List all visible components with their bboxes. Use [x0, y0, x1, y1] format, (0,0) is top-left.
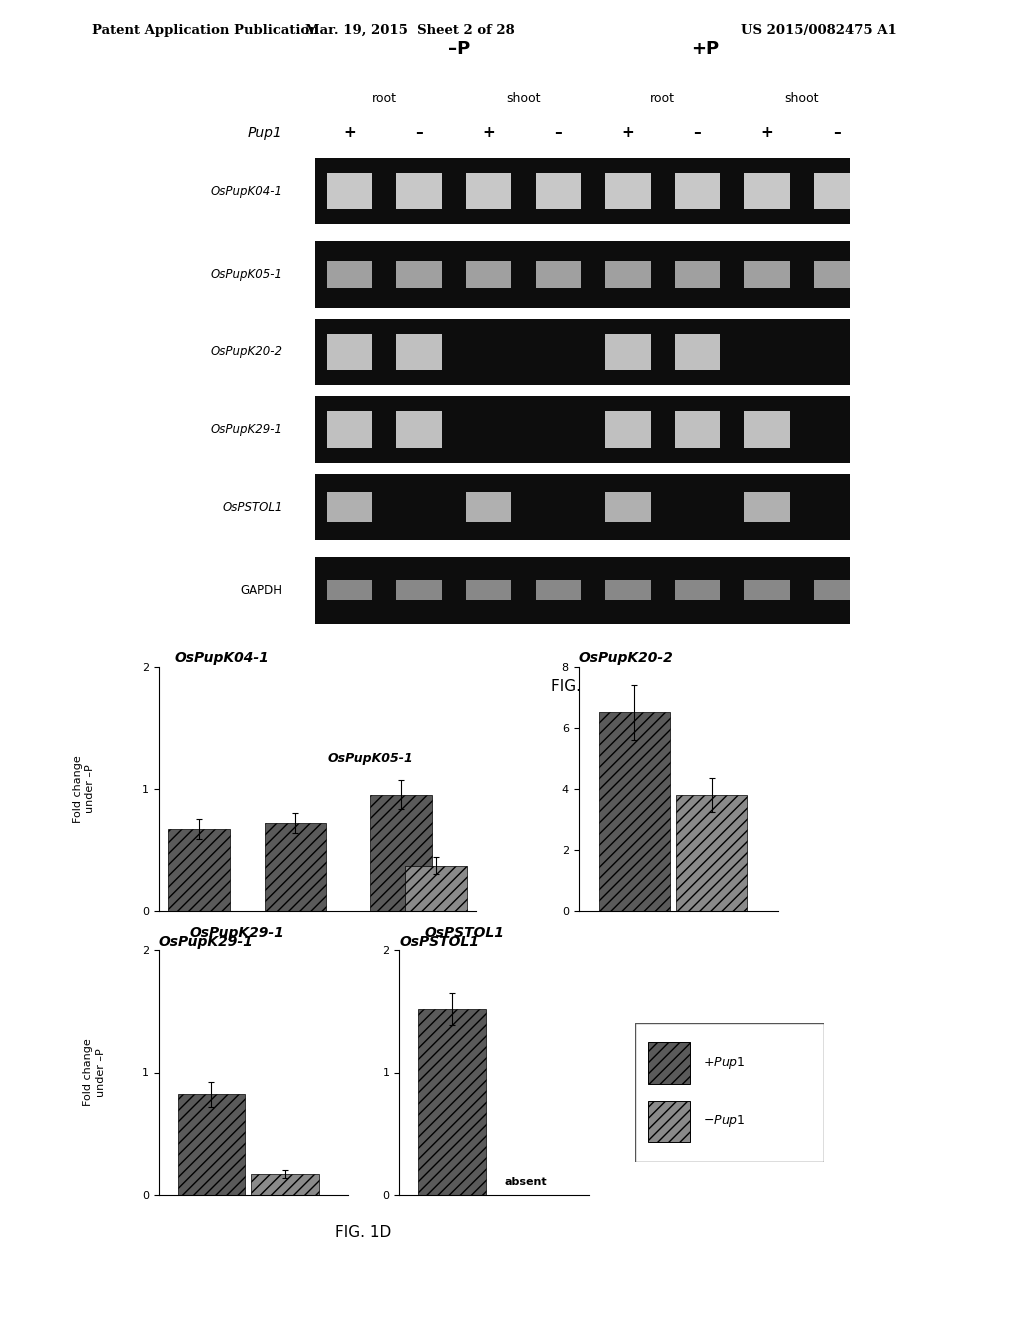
Bar [251, 1173, 318, 1195]
Bar [605, 412, 650, 447]
Bar [396, 173, 442, 210]
Bar [675, 261, 720, 288]
Bar [419, 1008, 485, 1195]
Text: –: – [693, 125, 701, 140]
Y-axis label: Fold change
under –P: Fold change under –P [83, 1039, 105, 1106]
Bar [744, 173, 790, 210]
Bar [814, 581, 859, 601]
Bar [314, 318, 850, 385]
Bar [814, 261, 859, 288]
Bar [466, 173, 511, 210]
Text: OsPupK04-1: OsPupK04-1 [211, 185, 283, 198]
Bar [536, 173, 581, 210]
Bar [314, 158, 850, 224]
Text: OsPupK29-1: OsPupK29-1 [189, 925, 285, 940]
Text: OsPupK29-1: OsPupK29-1 [211, 422, 283, 436]
Text: GAPDH: GAPDH [241, 583, 283, 597]
Bar [466, 261, 511, 288]
Bar [327, 492, 373, 523]
Bar [744, 581, 790, 601]
Text: OsPSTOL1: OsPSTOL1 [425, 925, 505, 940]
Bar [676, 795, 748, 911]
Bar [605, 334, 650, 370]
Bar [536, 261, 581, 288]
Text: US 2015/0082475 A1: US 2015/0082475 A1 [741, 24, 897, 37]
Text: +: + [343, 125, 356, 140]
Bar [675, 173, 720, 210]
Bar [744, 261, 790, 288]
Text: +: + [622, 125, 634, 140]
Text: OsPupK05-1: OsPupK05-1 [328, 751, 414, 764]
Bar [314, 474, 850, 540]
Bar [371, 795, 432, 911]
Text: OsPSTOL1: OsPSTOL1 [399, 936, 479, 949]
Bar [466, 581, 511, 601]
Bar [396, 412, 442, 447]
Bar [598, 713, 670, 911]
Bar [396, 581, 442, 601]
Bar [327, 581, 373, 601]
Text: root: root [372, 92, 397, 106]
Text: root: root [650, 92, 675, 106]
Text: +: + [761, 125, 773, 140]
Bar [178, 1094, 245, 1195]
Bar [327, 261, 373, 288]
Text: OsPupK29-1: OsPupK29-1 [159, 936, 254, 949]
Text: OsPupK05-1: OsPupK05-1 [211, 268, 283, 281]
Bar [264, 822, 326, 911]
Text: Patent Application Publication: Patent Application Publication [92, 24, 318, 37]
Bar [404, 866, 467, 911]
Bar [675, 412, 720, 447]
Bar [744, 492, 790, 523]
Text: –: – [554, 125, 562, 140]
Text: $\mathit{+Pup1}$: $\mathit{+Pup1}$ [703, 1055, 745, 1072]
Bar [814, 173, 859, 210]
Text: OsPupK20-2: OsPupK20-2 [211, 346, 283, 359]
Text: +P: +P [691, 40, 720, 58]
Bar [396, 261, 442, 288]
Text: shoot: shoot [784, 92, 819, 106]
Y-axis label: Fold change
under –P: Fold change under –P [73, 755, 95, 822]
Text: FIG. 1D: FIG. 1D [336, 1225, 391, 1239]
Bar [466, 492, 511, 523]
Text: +: + [482, 125, 495, 140]
Text: –: – [416, 125, 423, 140]
Text: Pup1: Pup1 [248, 125, 283, 140]
Bar [605, 581, 650, 601]
Text: shoot: shoot [506, 92, 541, 106]
Bar [314, 557, 850, 623]
Text: OsPupK20-2: OsPupK20-2 [579, 652, 674, 665]
Bar [396, 334, 442, 370]
Bar [648, 1101, 690, 1142]
Bar [675, 581, 720, 601]
Bar [605, 261, 650, 288]
Text: –: – [833, 125, 841, 140]
Bar [168, 829, 230, 911]
Bar [536, 581, 581, 601]
Bar [605, 173, 650, 210]
Text: FIG. 1C: FIG. 1C [551, 678, 606, 694]
Bar [314, 242, 850, 308]
Bar [744, 412, 790, 447]
Bar [327, 334, 373, 370]
Bar [314, 396, 850, 463]
Text: OsPupK04-1: OsPupK04-1 [174, 652, 269, 665]
Text: OsPSTOL1: OsPSTOL1 [222, 500, 283, 513]
Bar [605, 492, 650, 523]
Bar [327, 173, 373, 210]
Bar [675, 334, 720, 370]
Bar [648, 1043, 690, 1084]
Text: –P: –P [449, 40, 470, 58]
Text: Mar. 19, 2015  Sheet 2 of 28: Mar. 19, 2015 Sheet 2 of 28 [305, 24, 514, 37]
Bar [327, 412, 373, 447]
Text: $\mathit{-Pup1}$: $\mathit{-Pup1}$ [703, 1113, 745, 1130]
Text: absent: absent [505, 1177, 547, 1187]
